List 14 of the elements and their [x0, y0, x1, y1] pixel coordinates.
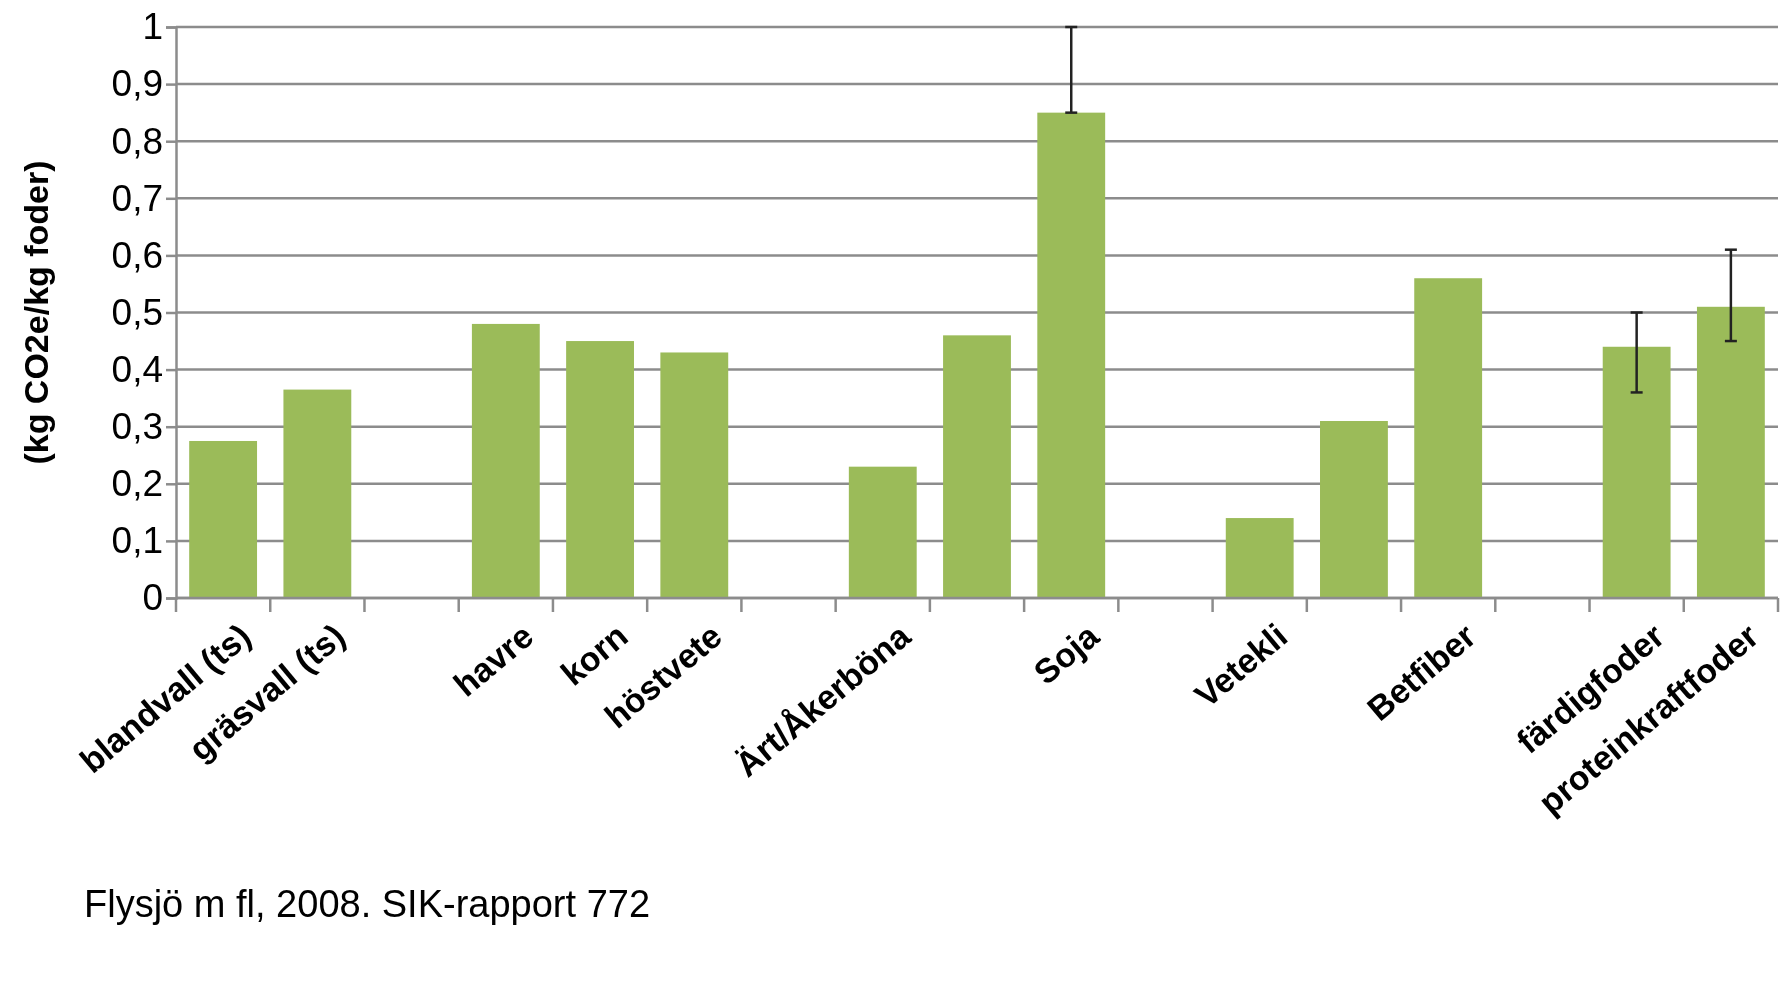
y-tick-label: 0,1: [111, 520, 163, 562]
y-axis-title: (kg CO2e/kg foder): [17, 160, 55, 465]
y-tick-label: 0,7: [111, 177, 163, 219]
y-tick-label: 0,9: [111, 63, 163, 105]
y-tick-label: 0,3: [111, 406, 163, 448]
y-tick-label: 0,4: [111, 348, 163, 390]
text: Flysjö m fl, 2008. SIK-rapport 772: [84, 883, 651, 925]
y-tick-label: 0,6: [111, 234, 163, 276]
y-tick-label: 0,2: [111, 463, 163, 505]
y-tick-label: 0,5: [111, 291, 163, 333]
x-tick-label: Soja: [1026, 615, 1107, 692]
y-tick-label: 0,8: [111, 120, 163, 162]
y-tick-label: 0: [142, 577, 163, 619]
y-tick-label: 1: [142, 6, 163, 48]
